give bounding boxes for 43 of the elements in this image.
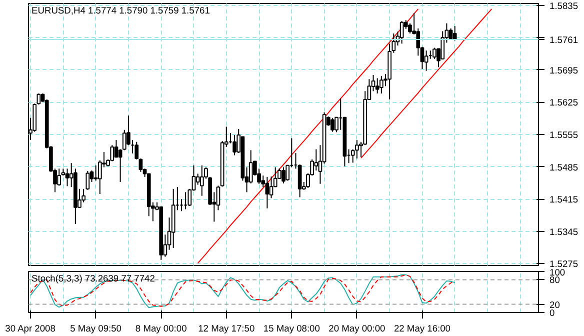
y-tick-label: 1.5625 — [550, 98, 578, 108]
y-tick-label: 0 — [550, 308, 555, 318]
candlestick — [65, 168, 70, 187]
candlestick — [424, 50, 428, 72]
y-tick-label: 1.5345 — [550, 226, 578, 237]
y-tick-label: 1.5695 — [550, 65, 578, 76]
line-series — [360, 8, 492, 159]
y-tick-label: 1.5555 — [550, 130, 578, 140]
y-tick-label: 100 — [550, 268, 566, 278]
candlestick — [298, 164, 302, 198]
candlestick — [282, 166, 286, 184]
y-tick-label: 1.5275 — [550, 259, 578, 270]
candlestick — [330, 117, 334, 132]
candlestick — [432, 47, 436, 60]
chart-title: Stoch(5,3,3) 73.2639 77.7742 — [32, 274, 155, 284]
candlestick — [379, 75, 384, 94]
candlestick — [375, 78, 380, 94]
x-tick-label: 20 May 00:00 — [328, 324, 386, 334]
candlestick — [200, 164, 204, 196]
x-tick-label: 12 May 17:50 — [198, 324, 255, 334]
y-tick-label: 1.5485 — [550, 162, 578, 172]
x-tick-label: 5 May 09:50 — [70, 324, 122, 334]
ref-line-label: 1.5761 — [550, 34, 578, 45]
x-tick-label: 15 May 08:00 — [263, 324, 320, 334]
x-tick-label: 22 May 16:00 — [394, 324, 450, 334]
y-tick-label: 80 — [550, 275, 560, 286]
candlestick — [452, 26, 457, 41]
x-tick-label: 8 May 00:00 — [135, 324, 187, 334]
candlestick — [86, 170, 90, 190]
y-tick-label: 20 — [550, 300, 560, 310]
candlestick — [400, 20, 404, 44]
candlestick — [269, 176, 274, 199]
y-tick-label: 1.5835 — [550, 0, 578, 11]
candlestick — [114, 140, 118, 158]
x-tick-label: 30 Apr 2008 — [5, 324, 56, 334]
chart-title: EURUSD,H4 1.5774 1.5790 1.5759 1.5761 — [32, 6, 210, 16]
candlestick — [314, 148, 318, 171]
candlestick — [94, 164, 98, 182]
candlestick — [216, 185, 220, 211]
y-tick-label: 1.5415 — [550, 194, 578, 205]
candlestick — [265, 176, 270, 209]
candlestick — [355, 140, 359, 159]
candlestick — [232, 134, 236, 156]
